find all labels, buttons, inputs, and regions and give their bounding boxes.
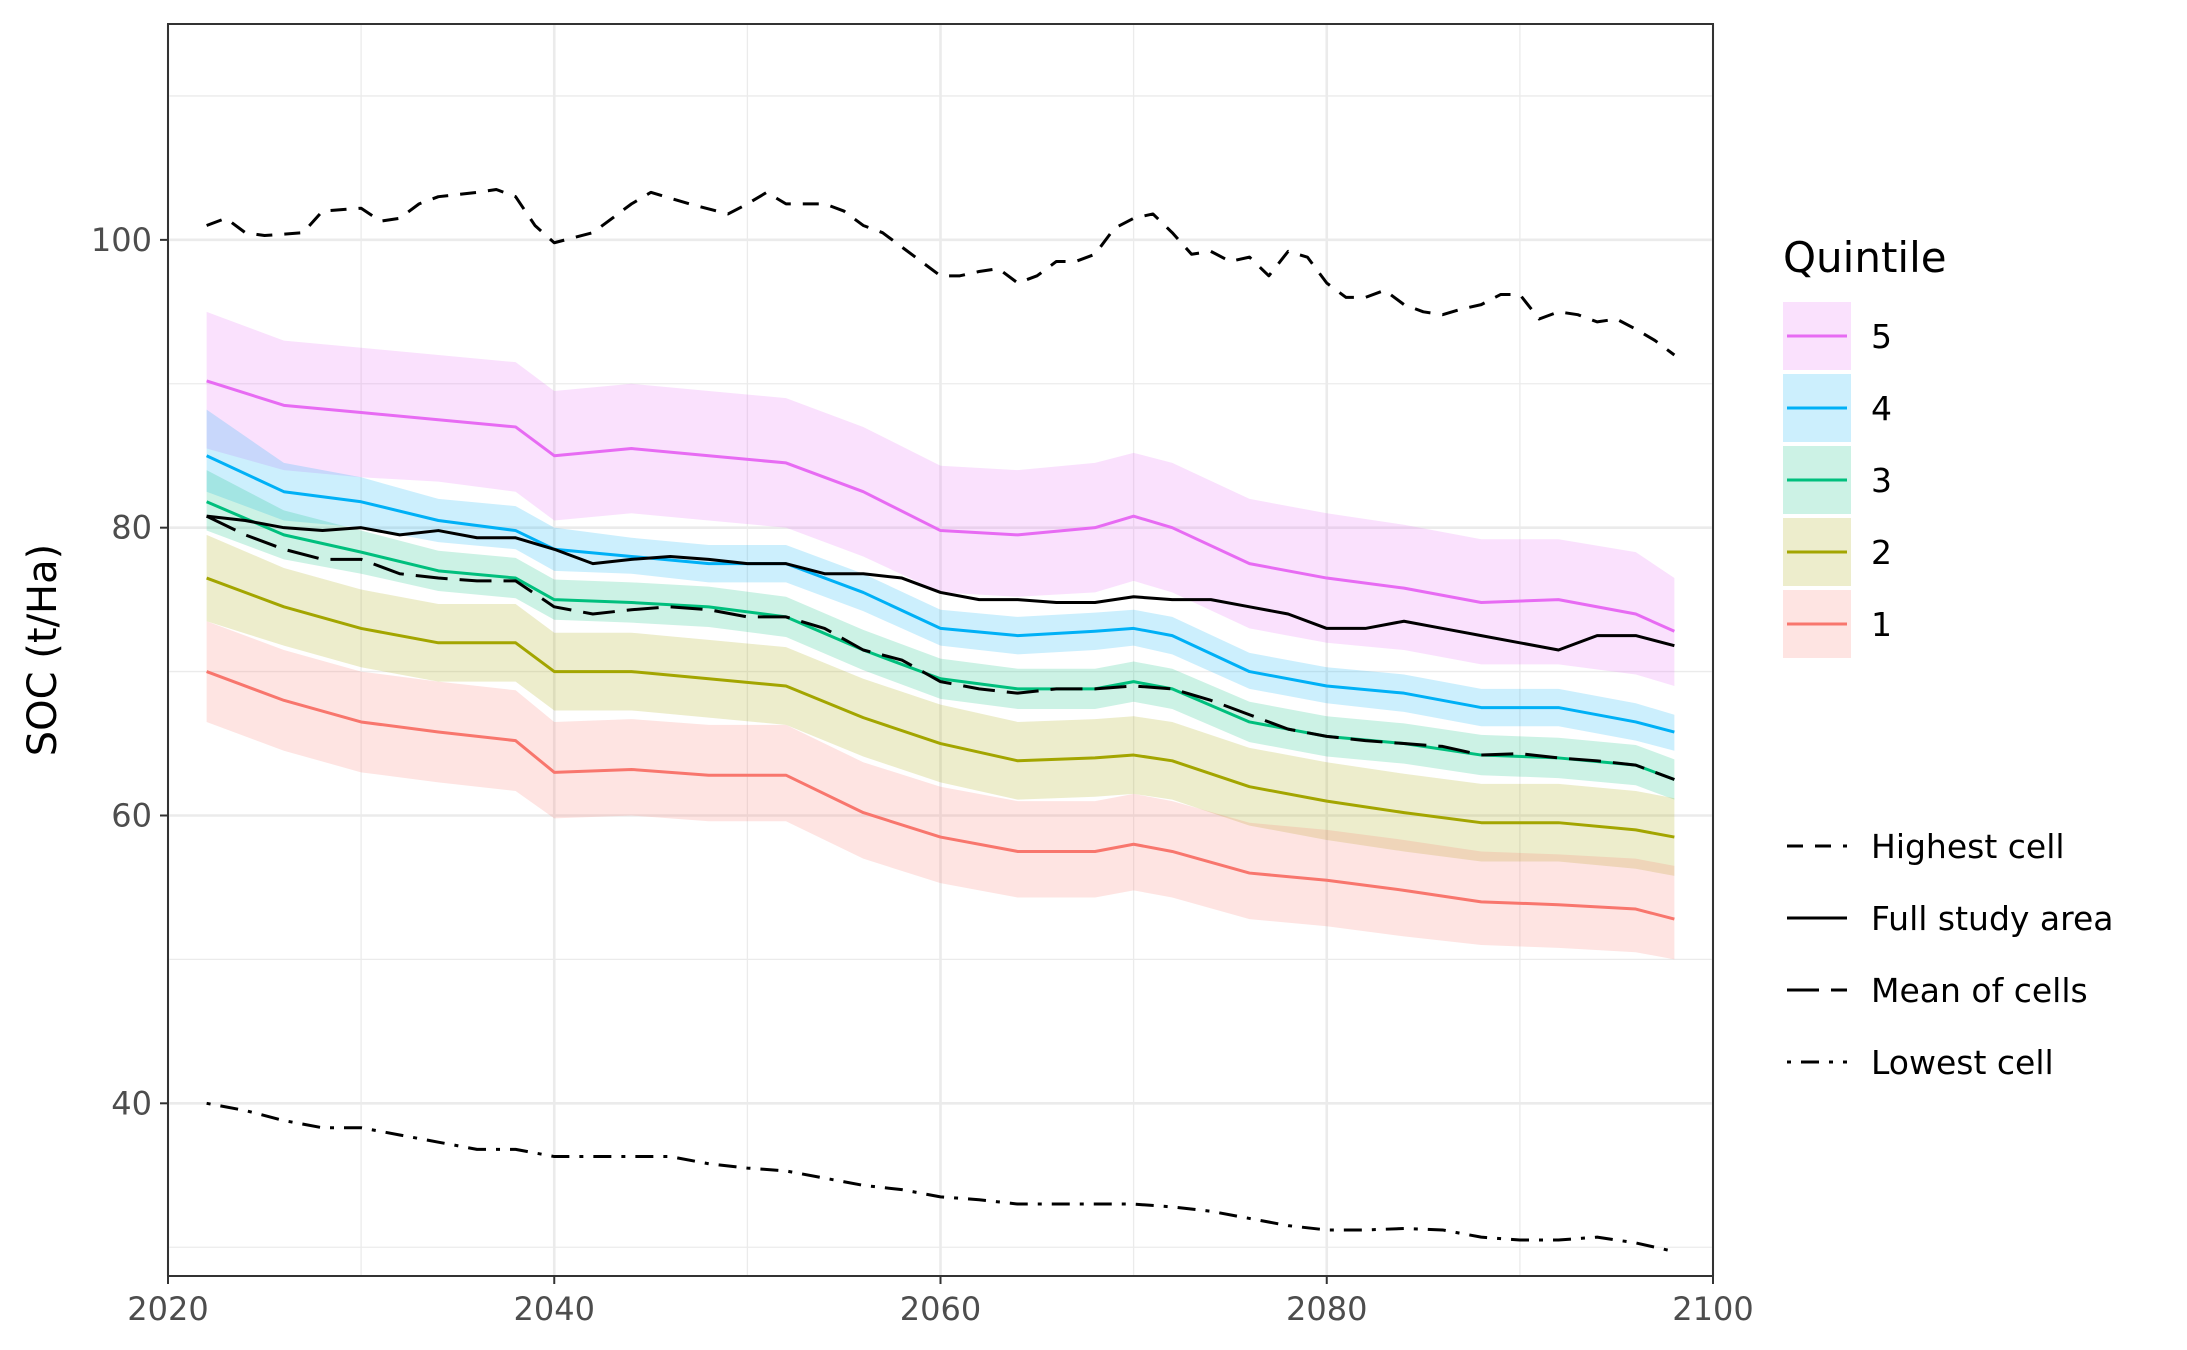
line-quintile-3 [206, 500, 1675, 781]
y-tick-label: 60 [111, 796, 152, 834]
ribbon-quintile-5 [206, 311, 1675, 686]
data-lines [205, 187, 1676, 1253]
legend-label-quintile-5: 5 [1871, 317, 1892, 356]
legend-label-mean-of-cells: Mean of cells [1871, 971, 2088, 1010]
legend-label-quintile-3: 3 [1871, 461, 1892, 500]
y-tick-label: 80 [111, 509, 152, 547]
legend-label-quintile-2: 2 [1871, 533, 1892, 572]
x-tick-label: 2020 [127, 1290, 208, 1328]
line-quintile-1 [206, 670, 1675, 921]
quintile-ribbons [206, 311, 1675, 960]
y-tick-label: 100 [91, 221, 152, 259]
legend-label-quintile-4: 4 [1871, 389, 1892, 428]
legend-label-highest-cell: Highest cell [1871, 827, 2065, 866]
legend-label-quintile-1: 1 [1871, 605, 1892, 644]
axes: 2020 2040 2060 2080 2100 40 60 80 100 [91, 221, 1754, 1328]
ribbon-quintile-1 [206, 621, 1675, 960]
line-highest-cell [206, 187, 1676, 357]
y-tick-label: 40 [111, 1084, 152, 1122]
legend-label-lowest-cell: Lowest cell [1871, 1043, 2054, 1082]
line-quintile-4 [205, 454, 1675, 734]
ribbon-quintile-4 [206, 409, 1675, 751]
legend-label-full-study-area: Full study area [1871, 899, 2114, 938]
legend-title: Quintile [1783, 233, 1947, 282]
y-axis-title: SOC (t/Ha) [20, 544, 66, 756]
x-tick-label: 2040 [514, 1290, 595, 1328]
legend: Quintile 5 4 3 2 1 Highest cell Full study are… [1783, 233, 2114, 1082]
x-tick-label: 2100 [1672, 1290, 1753, 1328]
x-tick-label: 2080 [1286, 1290, 1367, 1328]
ribbon-quintile-2 [206, 534, 1675, 876]
line-mean-of-cells [205, 514, 1675, 781]
line-full-study-area [206, 514, 1675, 652]
line-quintile-2 [206, 576, 1675, 839]
line-lowest-cell [206, 1101, 1675, 1253]
ribbon-quintile-3 [206, 470, 1675, 800]
line-quintile-5 [206, 379, 1675, 633]
x-tick-label: 2060 [900, 1290, 981, 1328]
